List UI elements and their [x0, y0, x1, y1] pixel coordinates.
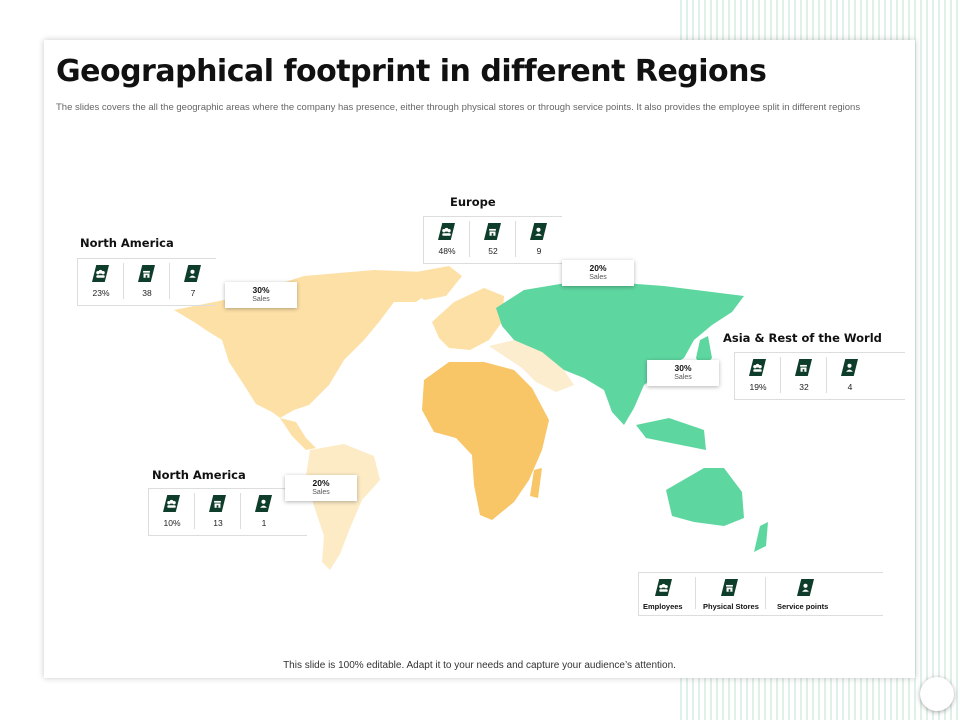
map-africa [422, 362, 549, 520]
stores-value: 32 [799, 382, 809, 392]
map-new-zealand [754, 522, 768, 552]
store-icon [484, 223, 501, 240]
sales-label: Sales [252, 296, 270, 303]
stat-employees: 19% [735, 353, 781, 399]
stats-europe: 48% 52 9 [423, 216, 562, 264]
map-madagascar [530, 468, 542, 498]
employees-value: 10% [163, 518, 181, 528]
map-central-america [280, 418, 316, 450]
service-person-icon [530, 223, 547, 240]
sales-box-north-america-2: 20% Sales [285, 475, 357, 501]
people-icon [655, 579, 672, 596]
service-person-icon [255, 495, 272, 512]
region-title-north-america-2: North America [152, 468, 246, 482]
stores-value: 52 [488, 246, 498, 256]
store-icon [209, 495, 226, 512]
sales-box-asia: 30% Sales [647, 360, 719, 386]
sales-label: Sales [674, 374, 692, 381]
employees-value: 23% [92, 288, 110, 298]
stat-employees: 23% [78, 259, 124, 305]
service-value: 9 [536, 246, 542, 256]
legend-stores-label: Physical Stores [703, 602, 759, 611]
sales-box-europe: 20% Sales [562, 260, 634, 286]
sales-label: Sales [589, 274, 607, 281]
service-value: 7 [190, 288, 196, 298]
service-value: 4 [847, 382, 853, 392]
legend-employees-label: Employees [643, 602, 683, 611]
store-icon [138, 265, 155, 282]
sales-percent: 30% [674, 363, 692, 373]
service-value: 1 [261, 518, 267, 528]
stats-north-america-2: 10% 13 1 [148, 488, 307, 536]
stats-north-america: 23% 38 7 [77, 258, 216, 306]
map-europe [432, 288, 504, 350]
stores-value: 38 [142, 288, 152, 298]
map-se-asia [636, 418, 706, 450]
legend-employees: Employees [639, 573, 695, 615]
sales-percent: 20% [589, 263, 607, 273]
map-australia [666, 468, 744, 526]
legend: Employees Physical Stores Service points [638, 572, 883, 616]
map-asia [496, 280, 744, 425]
legend-service: Service points [767, 573, 847, 615]
stat-service: 9 [516, 217, 562, 263]
employees-value: 19% [749, 382, 767, 392]
stat-service: 7 [170, 259, 216, 305]
map-south-america [306, 444, 380, 570]
stats-asia: 19% 32 4 [734, 352, 905, 400]
employees-value: 48% [438, 246, 456, 256]
sales-percent: 20% [312, 478, 330, 488]
region-title-europe: Europe [450, 195, 496, 209]
stores-value: 13 [213, 518, 223, 528]
slide-card: Geographical footprint in different Regi… [44, 40, 915, 678]
sales-label: Sales [312, 489, 330, 496]
service-person-icon [841, 359, 858, 376]
footer-note: This slide is 100% editable. Adapt it to… [283, 660, 676, 671]
people-icon [163, 495, 180, 512]
stat-stores: 52 [470, 217, 516, 263]
stat-employees: 48% [424, 217, 470, 263]
service-person-icon [797, 579, 814, 596]
stat-stores: 38 [124, 259, 170, 305]
legend-stores: Physical Stores [695, 573, 763, 615]
people-icon [92, 265, 109, 282]
stat-stores: 13 [195, 489, 241, 535]
service-person-icon [184, 265, 201, 282]
stat-stores: 32 [781, 353, 827, 399]
stat-service: 4 [827, 353, 873, 399]
slide-description: The slides covers the all the geographic… [56, 102, 861, 113]
people-icon [749, 359, 766, 376]
corner-circle [920, 677, 954, 711]
sales-percent: 30% [252, 285, 270, 295]
people-icon [438, 223, 455, 240]
world-map [174, 266, 768, 570]
map-middle-east [489, 340, 574, 392]
stat-employees: 10% [149, 489, 195, 535]
store-icon [721, 579, 738, 596]
region-title-north-america: North America [80, 236, 174, 250]
map-greenland [410, 266, 462, 300]
store-icon [795, 359, 812, 376]
legend-service-label: Service points [777, 602, 829, 611]
region-title-asia: Asia & Rest of the World [723, 331, 882, 345]
page-title: Geographical footprint in different Regi… [56, 54, 767, 89]
stat-service: 1 [241, 489, 287, 535]
sales-box-north-america: 30% Sales [225, 282, 297, 308]
